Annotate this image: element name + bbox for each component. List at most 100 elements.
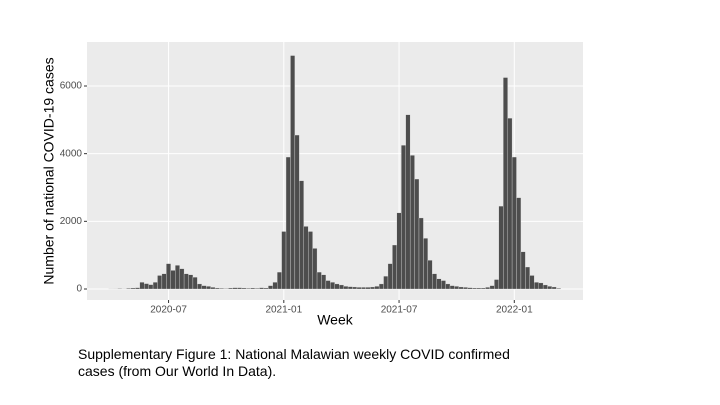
bar: [188, 274, 194, 290]
bar: [308, 231, 313, 290]
bar: [330, 282, 335, 290]
x-tick-label: 2022-01: [496, 305, 533, 316]
bar: [489, 285, 495, 290]
bar: [285, 156, 291, 290]
bar: [214, 287, 220, 290]
bar: [361, 287, 366, 290]
bar: [529, 275, 535, 290]
bar: [237, 287, 242, 290]
bar: [441, 280, 446, 290]
bar: [401, 145, 406, 290]
bar: [268, 285, 273, 290]
bar: [232, 287, 238, 290]
bar: [352, 286, 358, 290]
y-tick-label: 2000: [60, 216, 83, 227]
bar: [294, 134, 300, 290]
bar: [454, 286, 460, 290]
bar: [325, 280, 331, 290]
bar: [183, 273, 189, 290]
bar: [170, 270, 176, 290]
bar: [414, 178, 420, 290]
bar: [281, 231, 287, 290]
y-axis-title: Number of national COVID-19 cases: [41, 57, 57, 284]
bar: [321, 274, 327, 290]
bar: [445, 283, 451, 290]
bar: [458, 286, 464, 290]
bar: [303, 226, 309, 290]
bar: [343, 286, 349, 290]
bar: [192, 277, 198, 290]
bar: [254, 288, 260, 290]
bar: [206, 286, 211, 290]
bar: [272, 282, 278, 290]
bar: [135, 287, 140, 290]
bar: [334, 283, 340, 290]
bar: [418, 217, 424, 290]
bar: [277, 271, 282, 290]
bar: [467, 287, 473, 290]
bar: [201, 285, 207, 290]
bar: [449, 285, 455, 290]
bar: [316, 271, 322, 290]
bar: [494, 279, 499, 290]
bar: [476, 287, 482, 290]
x-tick-label: 2020-07: [150, 305, 187, 316]
bar: [219, 288, 225, 290]
bar: [551, 286, 557, 290]
bar: [503, 77, 508, 290]
bar: [152, 282, 158, 290]
bar: [250, 287, 256, 290]
caption: Supplementary Figure 1: National Malawia…: [78, 346, 510, 379]
bar: [520, 251, 526, 290]
bar: [197, 283, 202, 290]
y-tick-label: 6000: [60, 81, 83, 92]
bar: [126, 288, 132, 290]
bar: [175, 265, 180, 290]
bar: [370, 286, 375, 290]
bar: [525, 266, 530, 290]
bar: [117, 288, 123, 290]
bar: [507, 117, 513, 290]
bar: [263, 287, 269, 290]
x-tick-label: 2021-07: [381, 305, 418, 316]
bar: [166, 263, 171, 290]
bar: [538, 282, 544, 290]
y-tick-label: 0: [76, 284, 82, 295]
bar: [210, 287, 216, 290]
bar: [383, 275, 389, 290]
bar: [511, 156, 517, 290]
bar: [161, 273, 167, 290]
x-tick-label: 2021-01: [265, 305, 302, 316]
y-tick-label: 4000: [60, 148, 83, 159]
bar: [436, 278, 442, 290]
bar: [463, 287, 468, 290]
bar: [472, 287, 477, 290]
bar: [347, 286, 353, 290]
bar: [534, 282, 539, 290]
bar: [148, 284, 154, 290]
chart: Week Number of national COVID-19 cases 0…: [41, 42, 583, 328]
bar: [374, 286, 380, 290]
bar: [378, 283, 384, 290]
bar: [228, 287, 233, 290]
bar: [427, 260, 433, 290]
bar: [516, 197, 522, 290]
bar: [312, 248, 318, 290]
bar: [405, 114, 411, 290]
bar: [241, 287, 247, 290]
bar: [139, 282, 145, 290]
bar: [339, 284, 344, 290]
bar: [542, 284, 548, 290]
bar: [290, 55, 296, 290]
bar: [387, 263, 393, 290]
bar: [245, 288, 251, 290]
bar: [432, 273, 437, 290]
bar: [396, 212, 402, 290]
bar: [485, 287, 491, 290]
bar: [498, 205, 504, 290]
bar: [409, 155, 415, 290]
bar: [480, 287, 486, 290]
bar: [299, 180, 304, 290]
bar: [144, 283, 149, 290]
